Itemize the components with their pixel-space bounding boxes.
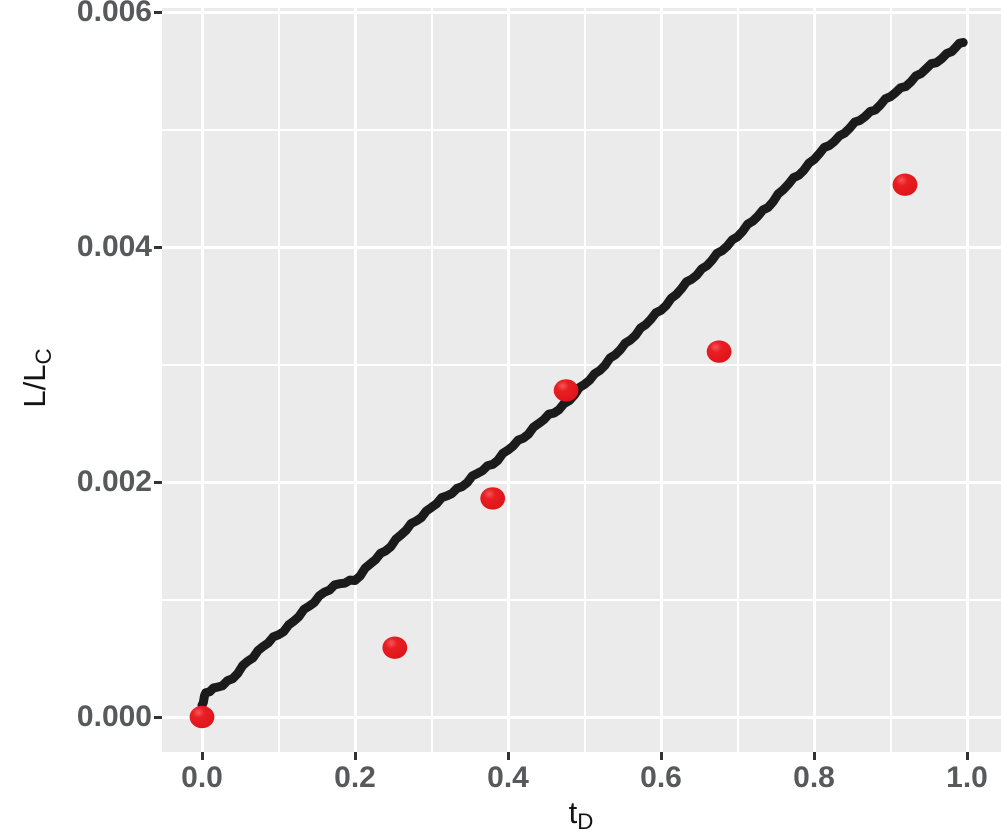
x-tick-label: 0.4: [487, 761, 529, 794]
y-axis-title-subscript: C: [31, 348, 57, 365]
x-tick-label: 1.0: [946, 761, 988, 794]
x-tick-label: 0.2: [334, 761, 376, 794]
data-point: [892, 173, 918, 196]
y-tick-mark: [154, 10, 162, 14]
data-point: [189, 705, 215, 729]
data-point: [553, 379, 579, 402]
x-tick-mark: [200, 752, 204, 760]
y-tick-label: 0.000: [76, 700, 152, 733]
y-tick-label: 0.002: [76, 465, 152, 498]
y-axis-title-main: L/L: [17, 364, 52, 408]
plot-canvas: [189, 38, 968, 729]
simulation-line: [197, 38, 968, 710]
x-tick-mark: [812, 752, 816, 760]
x-tick-label: 0.6: [640, 761, 682, 794]
x-tick-label: 0.0: [181, 761, 223, 794]
y-tick-mark: [154, 480, 162, 484]
y-tick-label: 0.006: [76, 0, 152, 28]
x-axis-title: tD: [568, 795, 594, 835]
x-axis-title-main: t: [568, 795, 578, 830]
x-tick-mark: [965, 752, 969, 760]
y-tick-mark: [154, 715, 162, 719]
x-tick-mark: [353, 752, 357, 760]
data-point: [706, 340, 732, 363]
data-point: [480, 487, 506, 510]
y-tick-label: 0.004: [76, 230, 152, 263]
x-tick-mark: [659, 752, 663, 760]
data-point: [382, 636, 408, 659]
x-axis-title-subscript: D: [577, 809, 594, 835]
y-tick-mark: [154, 245, 162, 249]
x-tick-label: 0.8: [793, 761, 835, 794]
scatter-points: [189, 173, 918, 729]
y-axis-title: L/LC: [17, 348, 57, 408]
x-tick-mark: [506, 752, 510, 760]
plot-panel: [162, 8, 1001, 752]
